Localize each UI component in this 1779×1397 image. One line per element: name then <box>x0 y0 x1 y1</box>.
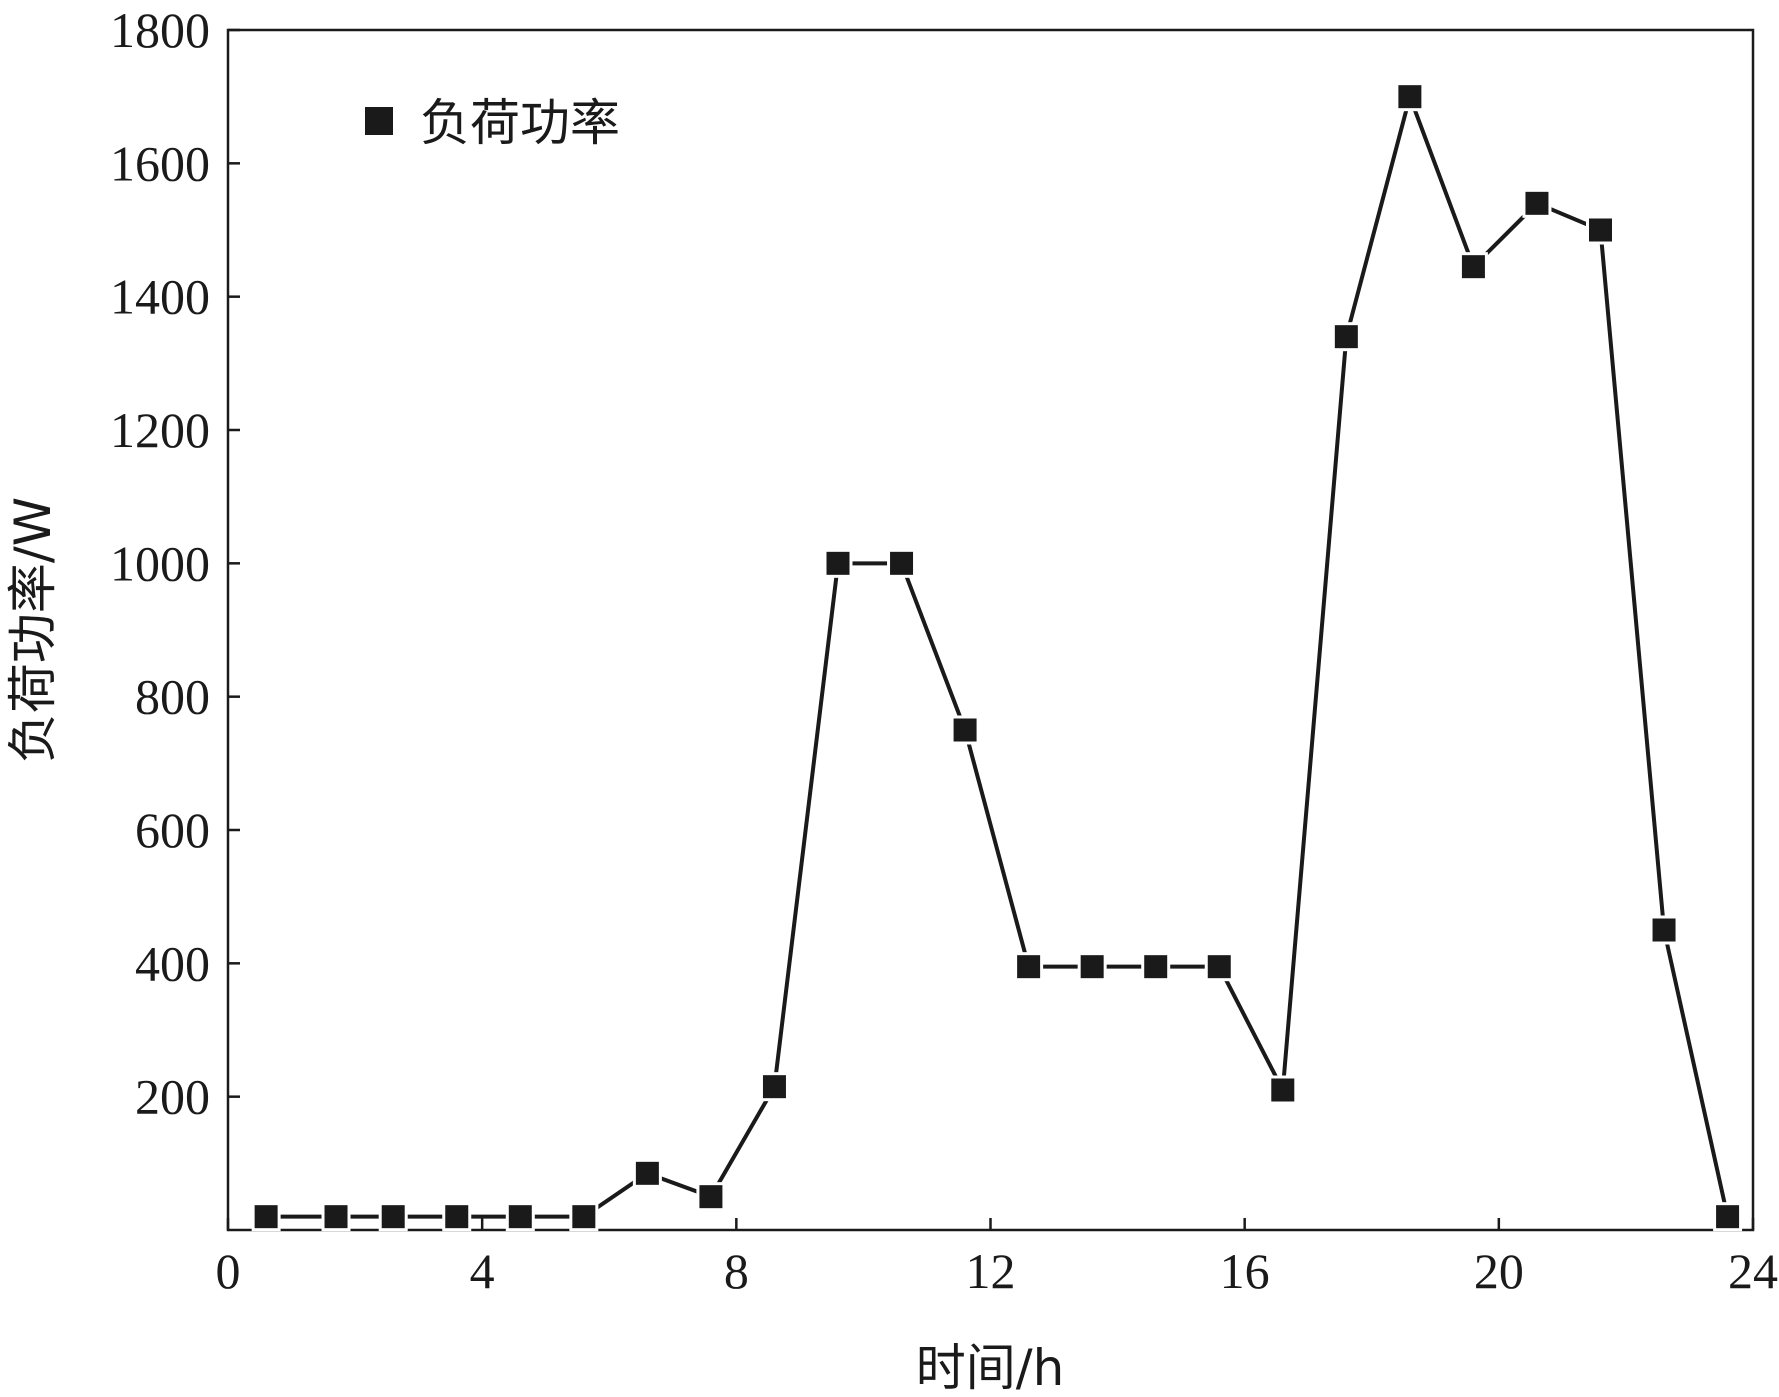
data-point <box>1268 1075 1298 1105</box>
series-layer <box>251 82 1743 1232</box>
legend: 负荷功率 <box>365 94 620 152</box>
x-tick-label: 24 <box>1728 1243 1778 1299</box>
data-point <box>321 1202 351 1232</box>
data-point <box>505 1202 535 1232</box>
y-tick-label: 1800 <box>110 2 210 58</box>
y-tick-label: 600 <box>135 802 210 858</box>
series-line <box>266 90 1730 1219</box>
y-tick-label: 1400 <box>110 269 210 325</box>
y-axis-title: 负荷功率/W <box>4 497 62 763</box>
data-point <box>569 1202 599 1232</box>
data-point <box>251 1202 281 1232</box>
legend-label: 负荷功率 <box>420 94 620 152</box>
x-tick-label: 12 <box>966 1243 1016 1299</box>
legend-marker <box>365 107 393 135</box>
x-tick-label: 0 <box>216 1243 241 1299</box>
x-axis-title: 时间/h <box>916 1339 1065 1397</box>
data-point <box>1395 82 1425 112</box>
x-tick-label: 20 <box>1474 1243 1524 1299</box>
data-point <box>1713 1202 1743 1232</box>
data-point <box>1522 188 1552 218</box>
y-tick-label: 800 <box>135 669 210 725</box>
y-tick-label: 1000 <box>110 535 210 591</box>
data-point <box>1014 952 1044 982</box>
data-point <box>1141 952 1171 982</box>
data-point <box>1204 952 1234 982</box>
data-point <box>632 1158 662 1188</box>
x-tick-label: 8 <box>724 1243 749 1299</box>
x-tick-label: 16 <box>1220 1243 1270 1299</box>
x-tick-label: 4 <box>470 1243 495 1299</box>
data-point <box>950 715 980 745</box>
data-point <box>1077 952 1107 982</box>
y-tick-label: 1200 <box>110 402 210 458</box>
y-tick-label: 200 <box>135 1069 210 1125</box>
y-tick-label: 1600 <box>110 135 210 191</box>
y-axis: 200 400 600 800 1000 1200 1400 1600 1800 <box>110 2 240 1125</box>
data-point <box>887 548 917 578</box>
data-point <box>1649 915 1679 945</box>
y-tick-label: 400 <box>135 935 210 991</box>
data-point <box>696 1182 726 1212</box>
data-point <box>442 1202 472 1232</box>
x-axis: 0 4 8 12 16 20 24 <box>216 1218 1778 1299</box>
data-point <box>1586 215 1615 245</box>
data-point <box>759 1072 789 1102</box>
data-point <box>1458 252 1488 282</box>
data-point <box>823 548 853 578</box>
data-point <box>1331 322 1361 352</box>
data-point <box>378 1202 408 1232</box>
